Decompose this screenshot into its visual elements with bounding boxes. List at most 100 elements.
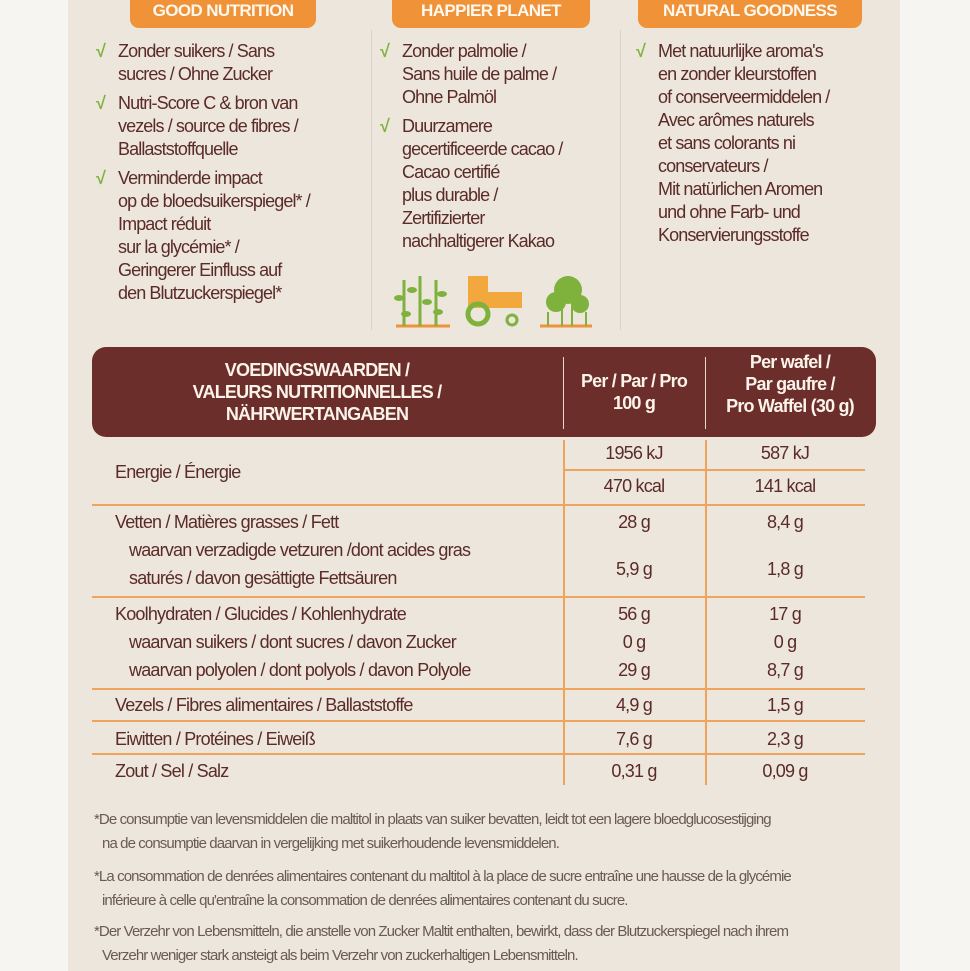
table-hline bbox=[92, 504, 865, 506]
footnote-line: *De consumptie van levensmiddelen die ma… bbox=[94, 811, 772, 828]
claim-line: Duurzamere bbox=[402, 116, 493, 136]
header-per-100g: Per / Par / Pro 100 g bbox=[563, 370, 705, 414]
claim-item: √ Met natuurlijke aroma's en zonder kleurs… bbox=[636, 40, 830, 247]
value-per-100g: 4,9 g bbox=[615, 695, 653, 715]
sustainability-icons bbox=[394, 276, 592, 328]
footnote-nl: *De consumptie van levensmiddelen die ma… bbox=[94, 808, 772, 856]
value-per-wafel: 8,7 g bbox=[766, 660, 804, 680]
row-label: Zout / Sel / Salz bbox=[115, 761, 229, 781]
header-divider bbox=[563, 357, 564, 429]
footnote-line: inférieure à celle qu'entraîne la consom… bbox=[102, 892, 628, 909]
claim-line: Geringerer Einfluss auf bbox=[118, 260, 282, 280]
claim-line: und ohne Farb- und bbox=[658, 202, 801, 222]
claim-item: √ Zonder suikers / Sans sucres / Ohne Zuck… bbox=[96, 40, 310, 86]
footnote-line: *La consommation de denrées alimentaires… bbox=[94, 868, 792, 885]
table-hline bbox=[92, 688, 865, 690]
row-sublabel: waarvan polyolen / dont polyols / davon … bbox=[129, 660, 471, 680]
claim-line: den Blutzuckerspiegel* bbox=[118, 283, 282, 303]
value-per-wafel: 0 g bbox=[773, 632, 797, 652]
value-per-100g: 470 kcal bbox=[603, 476, 665, 496]
table-vline bbox=[563, 440, 565, 785]
claim-line: plus durable / bbox=[402, 185, 498, 205]
value-per-wafel: 8,4 g bbox=[766, 512, 804, 532]
table-hline bbox=[92, 753, 865, 755]
claim-line: nachhaltigerer Kakao bbox=[402, 231, 555, 251]
value-per-100g: 56 g bbox=[618, 604, 651, 624]
claims-column-natural: √ Met natuurlijke aroma's en zonder kleurs… bbox=[636, 40, 830, 253]
row-sublabel: waarvan suikers / dont sucres / davon Zu… bbox=[129, 632, 457, 652]
column-divider bbox=[620, 30, 621, 330]
value-per-100g: 0 g bbox=[622, 632, 646, 652]
footnote-fr: *La consommation de denrées alimentaires… bbox=[94, 865, 792, 913]
header-per-wafel-line: Par gaufre / bbox=[745, 374, 835, 394]
row-label: Koolhydraten / Glucides / Kohlenhydrate bbox=[115, 604, 407, 624]
value-per-wafel: 1,8 g bbox=[766, 559, 804, 579]
check-icon: √ bbox=[96, 168, 106, 188]
check-icon: √ bbox=[636, 41, 646, 61]
value-per-wafel: 17 g bbox=[769, 604, 802, 624]
header-label-line: VALEURS NUTRITIONNELLES / bbox=[192, 382, 442, 402]
value-per-100g: 1956 kJ bbox=[605, 443, 663, 463]
claim-line: Zonder palmolie / bbox=[402, 41, 527, 61]
table-vline bbox=[705, 440, 707, 785]
table-hline bbox=[92, 596, 865, 598]
row-label: Eiwitten / Protéines / Eiweiß bbox=[115, 729, 316, 749]
claim-line: Zertifizierter bbox=[402, 208, 485, 228]
claim-line: Met natuurlijke aroma's bbox=[658, 41, 824, 61]
claims-column-planet: √ Zonder palmolie / Sans huile de palme / O… bbox=[380, 40, 563, 259]
header-per-100g-line: Per / Par / Pro bbox=[580, 371, 688, 391]
claim-line: en zonder kleurstoffen bbox=[658, 64, 817, 84]
claim-line: Avec arômes naturels bbox=[658, 110, 815, 130]
row-sublabel: saturés / davon gesättigte Fettsäuren bbox=[129, 568, 397, 588]
value-per-wafel: 2,3 g bbox=[766, 729, 804, 749]
claim-line: Zonder suikers / Sans bbox=[118, 41, 275, 61]
value-per-100g: 7,6 g bbox=[615, 729, 653, 749]
claim-item: √ Nutri-Score C & bron van vezels / source… bbox=[96, 92, 310, 161]
check-icon: √ bbox=[380, 116, 390, 136]
claim-line: Impact réduit bbox=[118, 214, 211, 234]
row-label: Vezels / Fibres alimentaires / Ballastst… bbox=[115, 695, 413, 715]
table-hline bbox=[563, 469, 865, 471]
claim-item: √ Zonder palmolie / Sans huile de palme / O… bbox=[380, 40, 562, 109]
footnote-line: Verzehr weniger stark ansteigt als beim … bbox=[102, 947, 579, 964]
tractor-icon bbox=[465, 276, 522, 327]
table-hline bbox=[92, 720, 865, 722]
claim-item: √ Verminderde impact op de bloedsuikerspie… bbox=[96, 167, 311, 305]
claim-line: Ohne Palmöl bbox=[402, 87, 497, 107]
claim-line: sur la glycémie* / bbox=[118, 237, 240, 257]
claim-line: Mit natürlichen Aromen bbox=[658, 179, 823, 199]
claim-line: op de bloedsuikerspiegel* / bbox=[118, 191, 311, 211]
claim-line: Ballaststoffquelle bbox=[118, 139, 238, 159]
package-panel bbox=[68, 0, 900, 971]
header-per-wafel: Per wafel / Par gaufre / Pro Waffel (30 … bbox=[705, 351, 875, 417]
value-per-100g: 5,9 g bbox=[615, 559, 653, 579]
header-divider bbox=[705, 357, 706, 429]
row-label: Vetten / Matières grasses / Fett bbox=[115, 512, 339, 532]
footnote-line: na de consumptie daarvan in vergelijking… bbox=[102, 835, 560, 852]
value-per-wafel: 587 kJ bbox=[760, 443, 810, 463]
header-label: VOEDINGSWAARDEN / VALEURS NUTRITIONNELLE… bbox=[152, 359, 482, 425]
claim-line: sucres / Ohne Zucker bbox=[118, 64, 273, 84]
header-label-line: VOEDINGSWAARDEN / bbox=[224, 360, 410, 380]
value-per-100g: 0,31 g bbox=[611, 761, 657, 781]
value-per-wafel: 141 kcal bbox=[754, 476, 816, 496]
badge-natural-goodness: NATURAL GOODNESS bbox=[638, 0, 862, 28]
header-label-line: NÄHRWERTANGABEN bbox=[225, 404, 409, 424]
footnote-de: *Der Verzehr von Lebensmitteln, die anst… bbox=[94, 920, 789, 968]
claim-line: Konservierungsstoffe bbox=[658, 225, 810, 245]
header-per-wafel-line: Pro Waffel (30 g) bbox=[726, 396, 855, 416]
claim-line: vezels / source de fibres / bbox=[118, 116, 299, 136]
claim-line: conservateurs / bbox=[658, 156, 768, 176]
header-per-wafel-line: Per wafel / bbox=[749, 352, 831, 372]
footnote-line: *Der Verzehr von Lebensmitteln, die anst… bbox=[94, 923, 789, 940]
column-divider bbox=[371, 30, 372, 330]
value-per-100g: 28 g bbox=[618, 512, 651, 532]
nutrition-table-header: VOEDINGSWAARDEN / VALEURS NUTRITIONNELLE… bbox=[92, 347, 876, 437]
check-icon: √ bbox=[380, 41, 390, 61]
row-sublabel: waarvan verzadigde vetzuren /dont acides… bbox=[129, 540, 471, 560]
claim-line: Verminderde impact bbox=[118, 168, 263, 188]
row-label: Energie / Énergie bbox=[115, 462, 241, 482]
claim-line: Sans huile de palme / bbox=[402, 64, 557, 84]
claim-line: Cacao certifié bbox=[402, 162, 500, 182]
claim-line: et sans colorants ni bbox=[658, 133, 796, 153]
